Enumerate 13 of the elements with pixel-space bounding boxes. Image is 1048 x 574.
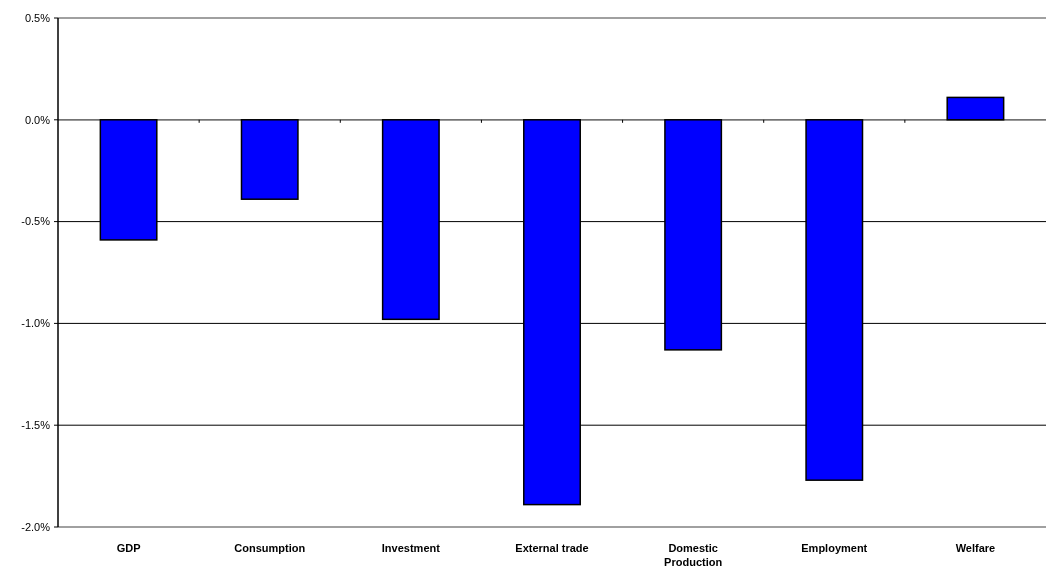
y-tick-label: 0.5% <box>24 11 51 24</box>
x-tick-label: External trade <box>515 542 589 554</box>
x-tick-label: Welfare <box>955 542 996 554</box>
x-tick-label: Consumption <box>234 542 306 554</box>
y-tick-label: -0.5% <box>21 215 51 228</box>
y-tick-label: -1.0% <box>21 317 51 330</box>
x-tick-label: Investment <box>381 542 441 554</box>
x-tick-label: Employment <box>801 542 868 554</box>
x-tick-label: GDP <box>116 542 141 554</box>
y-tick-label: -1.5% <box>21 419 51 432</box>
y-tick-label: 0.0% <box>24 113 51 126</box>
x-tick-label: Domestic Production <box>664 542 723 568</box>
y-tick-label: -2.0% <box>21 520 51 533</box>
